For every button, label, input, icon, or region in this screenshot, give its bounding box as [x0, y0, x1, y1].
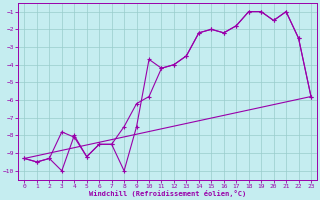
X-axis label: Windchill (Refroidissement éolien,°C): Windchill (Refroidissement éolien,°C)	[89, 190, 246, 197]
